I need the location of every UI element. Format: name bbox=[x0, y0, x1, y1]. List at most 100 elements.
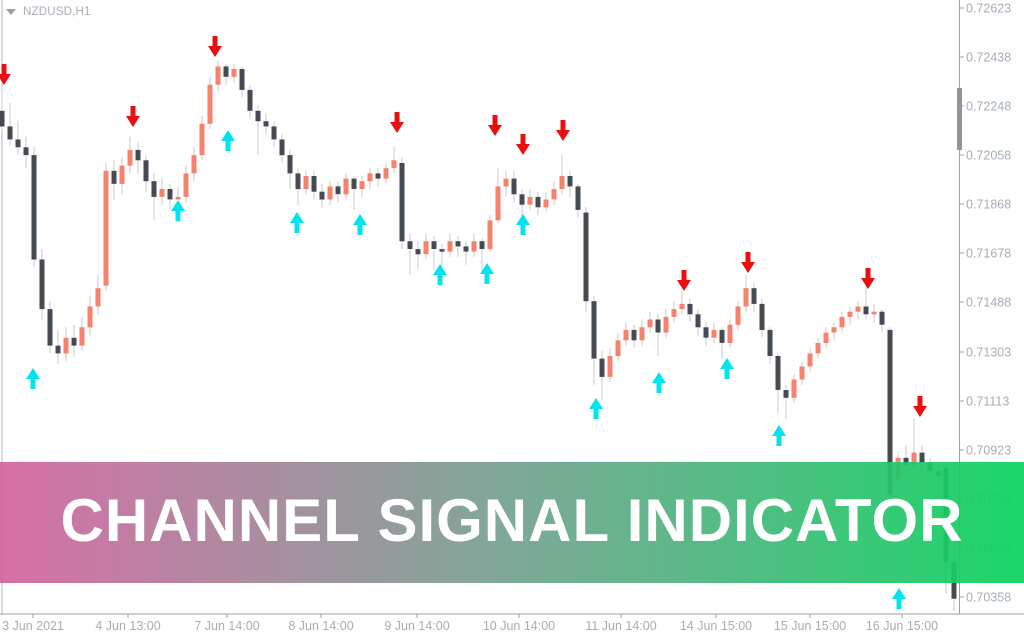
candle-body bbox=[543, 199, 549, 208]
sell-signal-down-arrow-icon bbox=[488, 115, 502, 136]
sell-signal-down-arrow-icon bbox=[0, 64, 11, 85]
time-axis-label: 7 Jun 14:00 bbox=[194, 619, 259, 633]
sell-signal-down-arrow-icon bbox=[677, 270, 691, 291]
candle-body bbox=[247, 89, 253, 111]
candle-body bbox=[855, 306, 861, 312]
candle-body bbox=[311, 176, 317, 192]
candle-body bbox=[535, 196, 541, 208]
chevron-down-icon[interactable] bbox=[6, 9, 16, 15]
candle-body bbox=[519, 194, 525, 205]
candle-body bbox=[647, 319, 653, 328]
symbol-timeframe-label: NZDUSD,H1 bbox=[6, 6, 91, 18]
sell-signal-down-arrow-icon bbox=[126, 106, 140, 127]
candle-body bbox=[263, 121, 269, 127]
candle-body bbox=[87, 306, 93, 328]
candle-body bbox=[303, 176, 309, 189]
candle-body bbox=[327, 186, 333, 200]
buy-signal-up-arrow-icon bbox=[720, 358, 734, 379]
candle-body bbox=[127, 149, 133, 166]
buy-signal-up-arrow-icon bbox=[171, 200, 185, 221]
candle-body bbox=[55, 345, 61, 354]
time-axis-label: 16 Jun 15:00 bbox=[866, 619, 938, 633]
candle-body bbox=[103, 170, 109, 286]
candle-body bbox=[159, 189, 165, 197]
candle-body bbox=[727, 324, 733, 343]
candle-body bbox=[751, 288, 757, 304]
candle-body bbox=[791, 379, 797, 398]
symbol-text: NZDUSD,H1 bbox=[23, 6, 91, 18]
candle-body bbox=[239, 69, 245, 90]
price-axis-label: 0.71488 bbox=[966, 296, 1011, 310]
candle-body bbox=[487, 220, 493, 250]
candle-body bbox=[911, 452, 917, 466]
candle-body bbox=[343, 178, 349, 195]
buy-signal-up-arrow-icon bbox=[221, 130, 235, 151]
candle-body bbox=[591, 301, 597, 359]
candle-body bbox=[79, 327, 85, 346]
banner-title: CHANNEL SIGNAL INDICATOR bbox=[60, 486, 964, 554]
candle-body bbox=[183, 173, 189, 197]
candle-body bbox=[71, 337, 77, 346]
candle-body bbox=[807, 353, 813, 367]
candle-body bbox=[407, 241, 413, 249]
candle-body bbox=[887, 329, 893, 495]
buy-signal-up-arrow-icon bbox=[589, 398, 603, 419]
candle-body bbox=[639, 327, 645, 341]
candle-body bbox=[815, 343, 821, 354]
candle-body bbox=[479, 241, 485, 249]
candle-body bbox=[175, 196, 181, 200]
candle-body bbox=[279, 139, 285, 156]
buy-signal-up-arrow-icon bbox=[433, 264, 447, 285]
candle-body bbox=[111, 170, 117, 184]
sell-signal-down-arrow-icon bbox=[913, 396, 927, 417]
candle-body bbox=[775, 356, 781, 390]
candle-body bbox=[135, 149, 141, 161]
time-axis-label: 10 Jun 14:00 bbox=[483, 619, 555, 633]
candle-body bbox=[703, 327, 709, 338]
candle-body bbox=[711, 329, 717, 338]
candle-body bbox=[463, 246, 469, 252]
price-axis-label: 0.72058 bbox=[966, 149, 1011, 163]
buy-signal-up-arrow-icon bbox=[892, 588, 906, 609]
candle-body bbox=[783, 390, 789, 398]
candle-body bbox=[719, 329, 725, 343]
buy-signal-up-arrow-icon bbox=[652, 372, 666, 393]
candle-body bbox=[615, 340, 621, 357]
candle-body bbox=[15, 139, 21, 148]
candle-body bbox=[735, 306, 741, 325]
price-axis-scale-bar bbox=[957, 88, 962, 150]
candle-body bbox=[575, 186, 581, 210]
candle-body bbox=[119, 165, 125, 184]
candle-body bbox=[559, 176, 565, 189]
candle-body bbox=[567, 176, 573, 187]
candle-body bbox=[767, 329, 773, 356]
price-axis-label: 0.72438 bbox=[966, 51, 1011, 65]
candle-body bbox=[367, 173, 373, 182]
sell-signal-down-arrow-icon bbox=[741, 252, 755, 273]
time-axis-label: 15 Jun 15:00 bbox=[774, 619, 846, 633]
sell-signal-down-arrow-icon bbox=[861, 268, 875, 289]
price-axis-label: 0.72248 bbox=[966, 100, 1011, 114]
candle-body bbox=[143, 160, 149, 182]
candle-body bbox=[671, 309, 677, 317]
candle-body bbox=[607, 356, 613, 377]
candle-body bbox=[847, 311, 853, 317]
candle-body bbox=[255, 110, 261, 122]
candle-body bbox=[31, 155, 37, 260]
candle-body bbox=[215, 66, 221, 85]
candle-body bbox=[271, 126, 277, 140]
candle-body bbox=[431, 241, 437, 249]
candle-body bbox=[199, 123, 205, 156]
candle-body bbox=[759, 303, 765, 330]
buy-signal-up-arrow-icon bbox=[26, 368, 40, 389]
candle-body bbox=[207, 84, 213, 124]
candle-body bbox=[0, 110, 5, 127]
candle-body bbox=[839, 316, 845, 328]
price-axis-label: 0.71678 bbox=[966, 247, 1011, 261]
candle-body bbox=[415, 249, 421, 255]
candle-body bbox=[455, 241, 461, 247]
time-axis-label: 4 Jun 13:00 bbox=[95, 619, 160, 633]
candle-body bbox=[743, 288, 749, 307]
candle-body bbox=[799, 366, 805, 380]
